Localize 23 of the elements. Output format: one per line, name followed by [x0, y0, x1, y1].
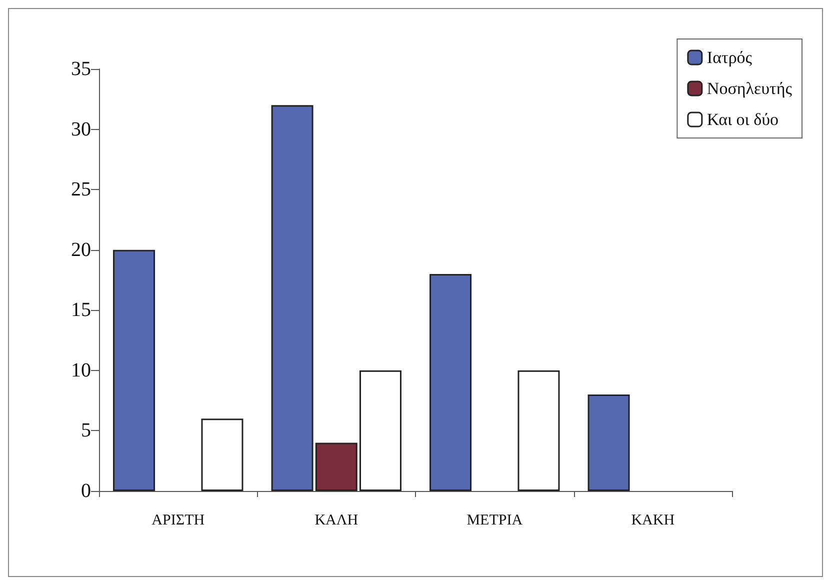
legend-label: Και οι δύο	[706, 110, 779, 129]
y-tick-label: 5	[81, 420, 91, 442]
x-tick-label: ΑΡΙΣΤΗ	[152, 512, 205, 528]
bar	[518, 370, 560, 491]
bar	[430, 274, 472, 491]
bar	[359, 370, 402, 491]
bar	[113, 250, 156, 491]
bar	[588, 394, 630, 491]
x-tick-label: ΚΑΛΗ	[314, 512, 358, 528]
legend-label: Νοσηλευτής	[706, 79, 792, 98]
bar	[315, 442, 358, 491]
bar	[271, 105, 314, 491]
y-tick-label: 25	[71, 178, 91, 201]
bar	[201, 418, 244, 491]
x-tick-label: ΜΕΤΡΙΑ	[466, 512, 523, 528]
y-tick-label: 10	[71, 359, 91, 382]
y-tick-label: 20	[71, 238, 91, 261]
legend-label: Ιατρός	[706, 48, 752, 67]
y-tick-label: 30	[71, 118, 91, 140]
y-tick-label: 35	[71, 58, 91, 80]
y-tick-label: 15	[71, 299, 91, 322]
x-tick-label: ΚΑΚΗ	[631, 512, 675, 528]
y-tick-label: 0	[81, 480, 91, 502]
